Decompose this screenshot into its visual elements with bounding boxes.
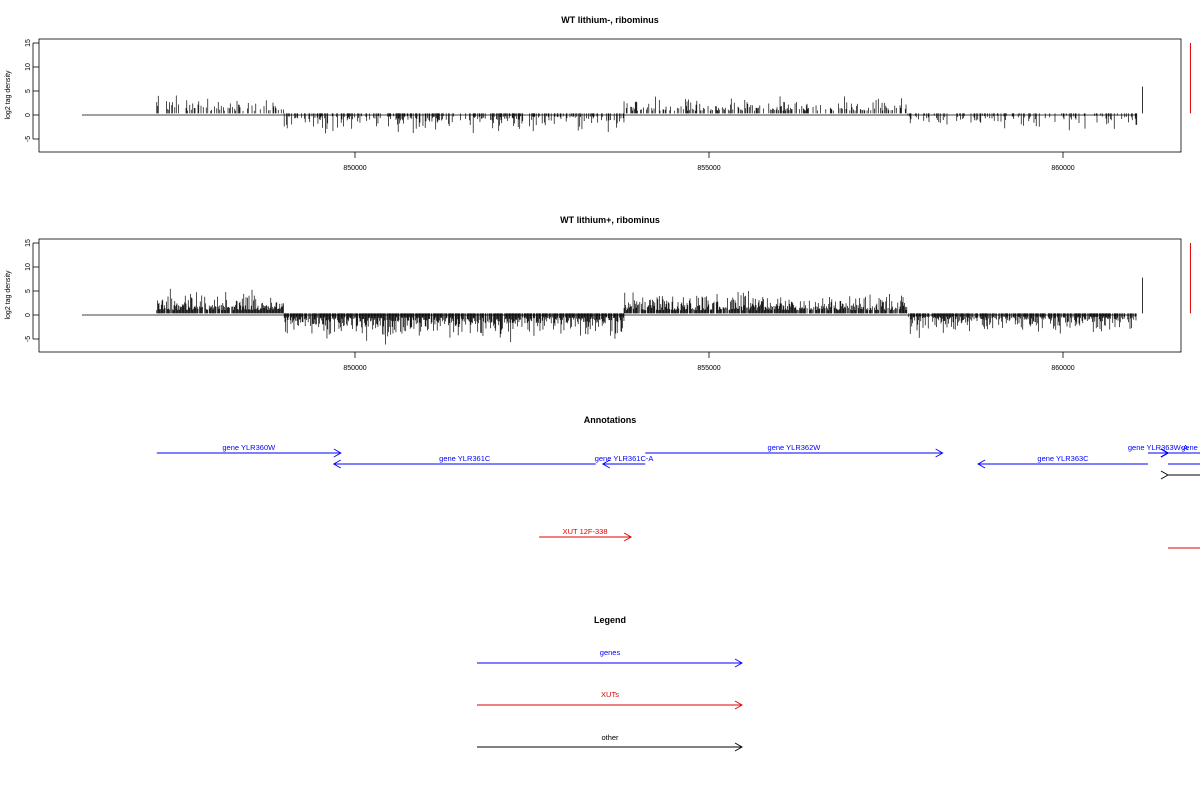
feature-label: gene YLR361C-A <box>595 454 654 463</box>
legend-arrow-head <box>734 658 743 668</box>
y-axis: -5 0 5 10 15 log2 tag density <box>5 39 39 142</box>
x-tick-label: 860000 <box>1051 165 1074 172</box>
legend: Legend genes XUTs other <box>477 615 743 752</box>
panel-lithium-plus: WT lithium+, ribominus -5 0 5 10 15 log2… <box>5 215 1191 372</box>
feature-arrow-head <box>332 459 341 469</box>
feature-arrow-head <box>1160 448 1169 458</box>
feature-label: gene YLR363C <box>1037 454 1089 463</box>
y-axis: -5 0 5 10 15 log2 tag density <box>5 239 39 342</box>
y-tick-label: 0 <box>25 313 32 317</box>
panel-title: WT lithium+, ribominus <box>560 215 660 225</box>
annotation-feature: XUT 12F-338 <box>539 527 633 542</box>
x-tick-label: 860000 <box>1051 365 1074 372</box>
x-tick-label: 855000 <box>697 165 720 172</box>
plot-frame <box>38 238 1182 353</box>
legend-entry-xuts: XUTs <box>477 690 743 710</box>
legend-label: XUTs <box>601 690 619 699</box>
feature-arrow-head <box>935 448 944 458</box>
feature-arrow-head <box>333 448 342 458</box>
annotation-feature: gene YLR369W <box>1160 448 1200 458</box>
annotation-feature: gene YLR362W <box>645 443 944 458</box>
feature-label: gene YLR363W-A <box>1128 443 1188 452</box>
legend-label: genes <box>600 648 621 657</box>
annotation-feature: gene YLR361C <box>332 454 596 469</box>
y-tick-label: 15 <box>25 39 32 47</box>
annotation-features: gene YLR360W gene YLR361C gene YLR361C-A ge… <box>156 443 1200 549</box>
y-tick-label: 5 <box>25 89 32 93</box>
annotation-feature: snoRNA snR44 <box>1160 470 1200 480</box>
density-bars <box>156 86 1143 134</box>
y-tick-label: -5 <box>25 136 32 142</box>
legend-label: other <box>601 733 619 742</box>
feature-label: gene YLR364W <box>1181 443 1200 452</box>
x-tick-label: 850000 <box>343 365 366 372</box>
legend-title: Legend <box>594 615 626 625</box>
x-axis: 850000 855000 860000 <box>343 152 1075 172</box>
annotation-feature: XUT 12R-313 <box>1168 547 1200 549</box>
marker-lines <box>1189 243 1191 314</box>
y-tick-label: 5 <box>25 289 32 293</box>
panel-lithium-minus: WT lithium-, ribominus -5 0 5 10 15 log2… <box>5 15 1191 172</box>
annotations-title: Annotations <box>584 415 637 425</box>
y-tick-label: 10 <box>25 63 32 71</box>
legend-entry-other: other <box>477 733 743 752</box>
legend-arrow-head <box>734 700 743 710</box>
feature-label: gene YLR362W <box>768 443 822 452</box>
feature-label: gene YLR360W <box>222 443 276 452</box>
feature-label: gene YLR361C <box>439 454 491 463</box>
x-tick-label: 855000 <box>697 365 720 372</box>
plot-frame <box>38 38 1182 153</box>
legend-arrow-head <box>734 742 743 752</box>
feature-arrow-head <box>1160 470 1169 480</box>
annotation-feature: gene YLR363C <box>977 454 1148 469</box>
y-tick-label: 10 <box>25 263 32 271</box>
annotation-feature: gene YLR364C-A <box>1168 463 1200 465</box>
marker-lines <box>1189 43 1191 114</box>
y-tick-label: 15 <box>25 239 32 247</box>
feature-arrow-head <box>601 459 611 469</box>
feature-label: XUT 12F-338 <box>563 527 608 536</box>
x-tick-label: 850000 <box>343 165 366 172</box>
legend-entry-genes: genes <box>477 648 743 668</box>
x-axis: 850000 855000 860000 <box>343 352 1075 372</box>
annotation-feature: gene YLR360W <box>156 443 342 458</box>
feature-arrow-head <box>977 459 986 469</box>
annotation-feature: gene YLR361C-A <box>595 454 654 469</box>
y-axis-label: log2 tag density <box>5 70 12 120</box>
y-tick-label: 0 <box>25 113 32 117</box>
feature-arrow-head <box>623 532 633 542</box>
y-axis-label: log2 tag density <box>5 270 12 320</box>
density-bars <box>156 277 1143 345</box>
y-tick-label: -5 <box>25 336 32 342</box>
panel-title: WT lithium-, ribominus <box>561 15 659 25</box>
annotation-feature: gene YLR363W-A <box>1128 443 1188 458</box>
